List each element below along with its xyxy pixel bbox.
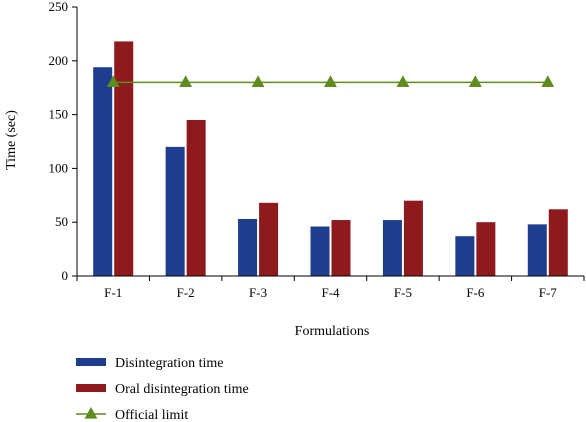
legend-label: Oral disintegration time: [115, 382, 249, 397]
disintegration-bar-f-2: [165, 146, 185, 276]
bars-layer: [93, 41, 568, 276]
official-limit-marker-f-2: [179, 75, 193, 87]
oral-disintegration-bar-f-7: [548, 209, 568, 276]
disintegration-bar-f-1: [93, 67, 113, 276]
disintegration-bar-f-6: [455, 236, 475, 276]
oral-disintegration-bar-f-4: [331, 220, 351, 276]
y-tick-label: 0: [62, 268, 69, 283]
x-tick-label-f-4: F-4: [321, 285, 340, 300]
legend-triangle-marker: [84, 406, 98, 419]
y-tick-label: 50: [55, 214, 68, 229]
legend: Disintegration time Oral disintegration t…: [76, 356, 249, 422]
axes-layer: 0 50 100 150 200 250 F-1 F-2 F-3 F-4 F-5 F-6 F-7: [49, 0, 585, 300]
legend-label: Disintegration time: [115, 356, 223, 371]
x-tick-label-f-7: F-7: [539, 285, 558, 300]
official-limit-marker-f-3: [251, 75, 265, 87]
y-tick-label: 200: [49, 53, 69, 68]
legend-swatch: [76, 358, 106, 366]
legend-item: Oral disintegration time: [76, 382, 249, 397]
oral-disintegration-bar-f-3: [259, 202, 279, 276]
legend-label: Official limit: [115, 408, 188, 422]
official-limit-marker-f-7: [541, 75, 555, 87]
x-tick-label-f-5: F-5: [394, 285, 412, 300]
official-limit-layer: [106, 75, 555, 87]
legend-swatch: [76, 384, 106, 392]
y-tick-label: 150: [49, 107, 69, 122]
y-tick-label: 250: [49, 0, 69, 14]
disintegration-bar-f-4: [310, 226, 330, 276]
official-limit-marker-f-1: [106, 75, 120, 87]
oral-disintegration-bar-f-6: [476, 222, 496, 276]
x-tick-label-f-2: F-2: [177, 285, 195, 300]
y-axis-title: Time (sec): [4, 110, 19, 170]
oral-disintegration-bar-f-1: [114, 41, 134, 276]
legend-item: Disintegration time: [76, 356, 223, 371]
x-tick-label-f-3: F-3: [249, 285, 267, 300]
oral-disintegration-bar-f-2: [186, 119, 206, 276]
legend-item: Official limit: [76, 406, 188, 422]
x-tick-label-f-6: F-6: [466, 285, 485, 300]
disintegration-bar-f-5: [382, 220, 402, 276]
official-limit-marker-f-6: [468, 75, 482, 87]
x-axis-title: Formulations: [295, 324, 370, 339]
oral-disintegration-bar-f-5: [403, 200, 423, 276]
disintegration-bar-f-3: [238, 218, 258, 276]
disintegration-bar-f-7: [527, 224, 547, 276]
official-limit-marker-f-5: [396, 75, 410, 87]
x-tick-label-f-1: F-1: [104, 285, 122, 300]
official-limit-marker-f-4: [324, 75, 337, 87]
y-tick-label: 100: [49, 160, 69, 175]
